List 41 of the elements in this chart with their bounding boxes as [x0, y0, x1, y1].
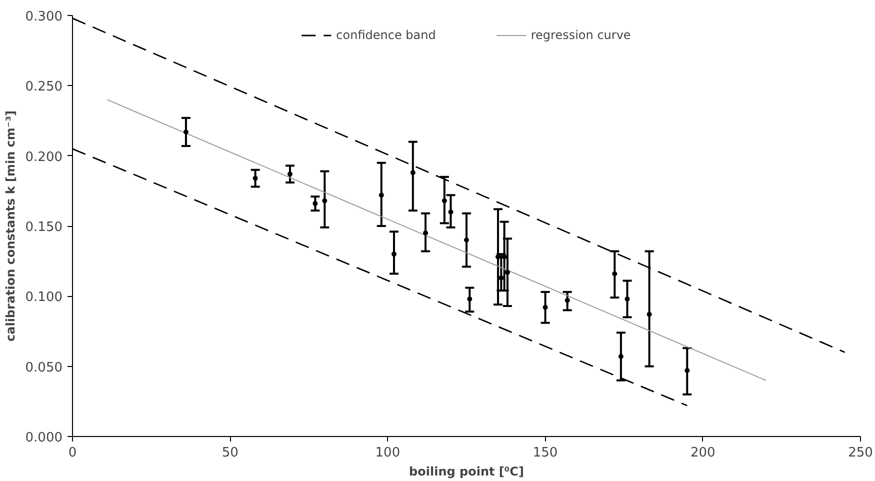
point: [496, 254, 501, 260]
point: [498, 275, 504, 280]
y-tick-label: 0.250: [25, 80, 62, 95]
point: [423, 230, 428, 236]
point: [183, 129, 188, 134]
x-tick-label: 250: [848, 446, 873, 460]
point: [684, 368, 690, 374]
x-tick-label: 100: [375, 446, 400, 460]
point: [564, 298, 570, 303]
x-tick-label: 0: [68, 446, 77, 460]
point: [618, 354, 624, 360]
point: [312, 201, 318, 206]
point: [612, 271, 618, 276]
x-tick-label: 150: [532, 446, 558, 460]
point: [322, 198, 328, 204]
point: [464, 238, 469, 243]
point: [467, 296, 472, 302]
point: [392, 252, 397, 257]
point: [646, 312, 652, 317]
legend-label: confidence band: [336, 28, 436, 42]
legend-label: regression curve: [530, 28, 631, 42]
point: [448, 209, 454, 214]
point: [252, 176, 258, 181]
point: [410, 170, 416, 176]
x-tick-label: 50: [222, 446, 238, 460]
point: [378, 192, 384, 198]
point: [504, 270, 510, 275]
y-tick-label: 0.300: [25, 10, 62, 24]
y-tick-label: 0.200: [25, 150, 62, 165]
point: [542, 304, 548, 310]
point: [442, 198, 447, 204]
point: [502, 254, 507, 260]
y-axis-title: calibration constants k [min cm⁻³]: [3, 110, 18, 342]
x-tick-label: 200: [690, 446, 716, 460]
y-tick-label: 0.100: [25, 290, 62, 306]
point: [624, 296, 630, 302]
y-tick-label: 0.050: [25, 360, 62, 376]
x-axis-title: boiling point [⁰C]: [409, 464, 524, 478]
y-tick-label: 0.150: [25, 220, 62, 235]
point: [287, 172, 292, 177]
y-tick-label: 0.000: [25, 430, 62, 446]
